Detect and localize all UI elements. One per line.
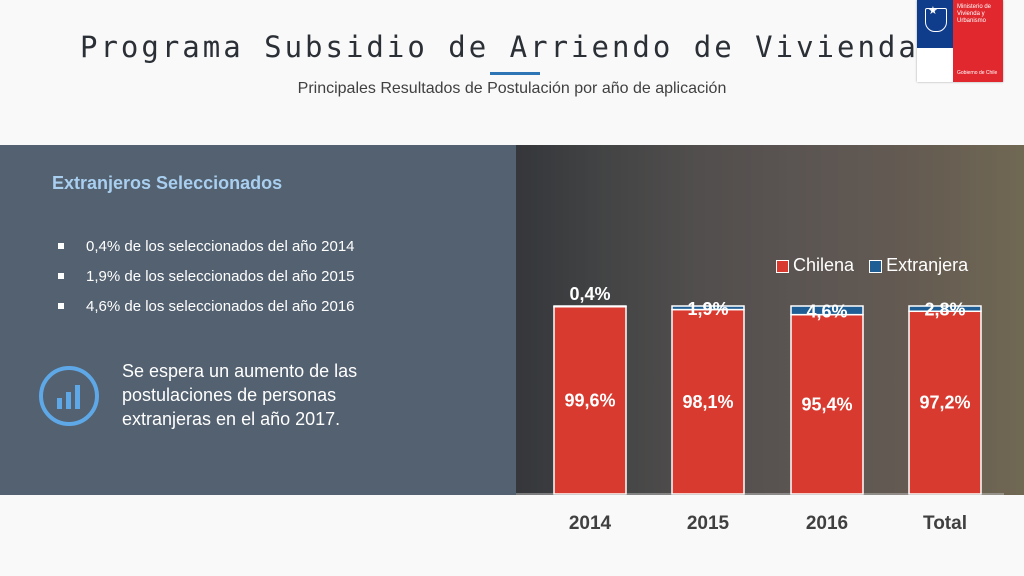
bar-extranjera-total	[908, 305, 982, 313]
bullet-item: 1,9% de los seleccionados del año 2015	[58, 267, 355, 297]
legend-item-chilena: Chilena	[776, 255, 859, 275]
bar-chilena-total	[908, 310, 982, 495]
expectation-note: Se espera un aumento de las postulacione…	[122, 361, 358, 429]
logo-government-text: Gobierno de Chile	[957, 70, 998, 76]
coat-of-arms-icon	[925, 8, 947, 32]
x-tick-label-2015: 2015	[687, 513, 730, 534]
x-tick-label-2016: 2016	[806, 513, 848, 534]
logo-ministry-text: Ministerio de Vivienda y Urbanismo	[957, 4, 992, 24]
data-label-extranjera-total: 2,8%	[924, 300, 965, 320]
legend-item-extranjera: Extranjera	[869, 255, 968, 275]
bullet-list: 0,4% de los seleccionados del año 2014 1…	[58, 237, 355, 327]
data-label-chilena-2015: 98,1%	[682, 392, 733, 412]
x-tick-label-2014: 2014	[569, 513, 612, 534]
bullet-item: 4,6% de los seleccionados del año 2016	[58, 297, 355, 327]
data-label-chilena-2016: 95,4%	[801, 394, 852, 414]
star-icon: ★	[928, 4, 938, 17]
bar-extranjera-2016	[790, 305, 864, 316]
data-label-extranjera-2014: 0,4%	[569, 284, 610, 304]
legend-label-extranjera: Extranjera	[886, 255, 969, 275]
bar-chilena-2015	[671, 308, 745, 495]
legend-swatch-extranjera	[869, 259, 883, 273]
chart-legend: Chilena Extranjera	[776, 255, 978, 276]
bullet-item: 0,4% de los seleccionados del año 2014	[58, 237, 355, 267]
data-label-chilena-total: 97,2%	[919, 393, 970, 413]
legend-label-chilena: Chilena	[793, 255, 855, 275]
bar-extranjera-2014	[553, 305, 627, 308]
bar-extranjera-2015	[671, 305, 745, 311]
data-label-chilena-2014: 99,6%	[564, 390, 615, 410]
data-label-extranjera-2015: 1,9%	[687, 299, 728, 319]
legend-swatch-chilena	[776, 259, 789, 273]
x-tick-label-total: Total	[923, 513, 967, 534]
info-panel: Extranjeros Seleccionados 0,4% de los se…	[0, 145, 516, 495]
data-label-extranjera-2016: 4,6%	[806, 301, 847, 321]
panel-heading: Extranjeros Seleccionados	[52, 173, 283, 193]
government-logo: ★ Ministerio de Vivienda y Urbanismo Gob…	[917, 0, 1003, 82]
page-subtitle: Principales Resultados de Postulación po…	[297, 80, 727, 97]
bar-chart-icon	[39, 366, 99, 426]
logo-red-field	[953, 0, 1003, 82]
title-underline	[490, 72, 540, 75]
page-title: Programa Subsidio de Arriendo de Viviend…	[80, 30, 919, 64]
